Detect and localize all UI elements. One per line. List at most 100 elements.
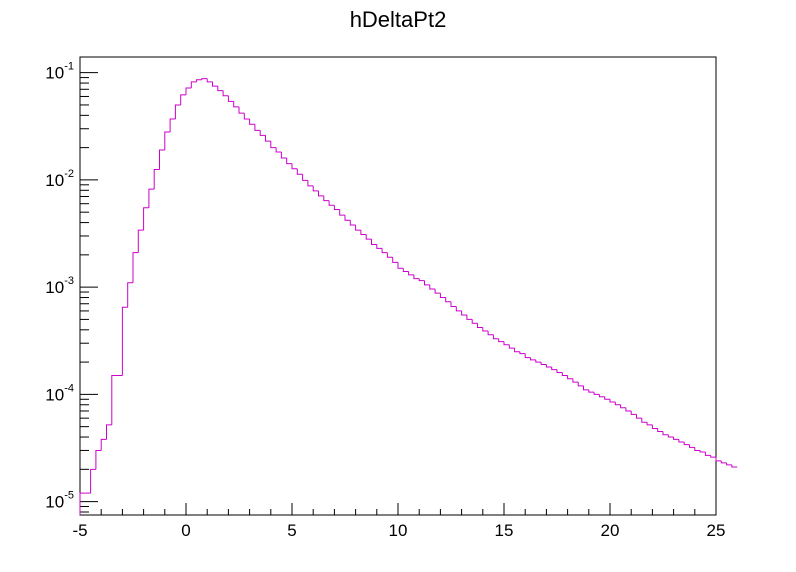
histogram-bin bbox=[625, 407, 632, 412]
histogram-bin bbox=[445, 297, 451, 303]
histogram-bin bbox=[540, 362, 547, 365]
histogram-bin bbox=[397, 262, 404, 269]
histogram-bin bbox=[524, 353, 531, 359]
histogram-bin bbox=[667, 434, 674, 438]
histogram-bin bbox=[371, 239, 377, 245]
histogram-bin bbox=[514, 348, 520, 353]
histogram-bin bbox=[233, 101, 239, 108]
histogram-bin bbox=[556, 369, 563, 373]
y-axis: 10-5 10-4 10-3 10-2 10-1 bbox=[45, 61, 98, 513]
histogram-bin bbox=[551, 366, 557, 371]
histogram-bin bbox=[662, 431, 669, 436]
histogram-bin bbox=[243, 113, 250, 120]
histogram-bin bbox=[169, 118, 176, 132]
histogram-bin bbox=[731, 464, 738, 468]
histogram-bin bbox=[715, 457, 722, 462]
histogram-bin bbox=[206, 78, 213, 83]
histogram-bin bbox=[365, 234, 372, 240]
chart-title: hDeltaPt2 bbox=[350, 7, 447, 32]
histogram-bin bbox=[307, 180, 314, 187]
histogram-bin bbox=[312, 185, 319, 192]
histogram-bin bbox=[121, 306, 128, 376]
histogram-bin bbox=[265, 135, 271, 142]
histogram-bin bbox=[333, 205, 340, 210]
histogram-bin bbox=[572, 378, 579, 383]
histogram-bin bbox=[164, 131, 171, 151]
histogram-bin bbox=[328, 200, 335, 206]
histogram-bin bbox=[153, 169, 160, 190]
histogram-bin bbox=[545, 364, 552, 368]
y-tick-label: 10-4 bbox=[45, 382, 74, 404]
histogram-bin bbox=[503, 341, 510, 346]
x-tick-label: 25 bbox=[707, 521, 726, 540]
histogram-bin bbox=[508, 344, 515, 349]
histogram-bin bbox=[651, 424, 658, 430]
histogram-bin bbox=[392, 257, 398, 263]
histogram-bin bbox=[376, 244, 383, 249]
histogram-series bbox=[79, 78, 738, 515]
histogram-bin bbox=[280, 152, 287, 159]
histogram-bin bbox=[471, 319, 478, 324]
histogram-bin bbox=[630, 410, 637, 415]
histogram-bin bbox=[577, 382, 584, 387]
histogram-bin bbox=[360, 230, 367, 235]
y-tick-label: 10-2 bbox=[45, 168, 74, 190]
histogram-bin bbox=[657, 428, 663, 433]
histogram-bin bbox=[275, 147, 282, 153]
y-tick-label: 10-1 bbox=[45, 61, 74, 83]
histogram-bin bbox=[498, 338, 504, 343]
histogram-bin bbox=[381, 248, 388, 254]
histogram-bin bbox=[683, 441, 690, 446]
histogram-bin bbox=[249, 118, 255, 125]
histogram-bin bbox=[535, 359, 542, 363]
histogram-bin bbox=[455, 306, 462, 312]
histogram-bin bbox=[583, 385, 589, 391]
x-tick-label: 15 bbox=[495, 521, 514, 540]
histogram-bin bbox=[180, 94, 186, 105]
histogram-bin bbox=[111, 374, 118, 425]
histogram-bin bbox=[413, 274, 420, 280]
histogram-bin bbox=[567, 375, 573, 380]
x-tick-label: 5 bbox=[287, 521, 296, 540]
histogram-bin bbox=[614, 401, 621, 406]
histogram-bin bbox=[694, 447, 701, 451]
y-tick-label: 10-3 bbox=[45, 275, 74, 297]
histogram-bin bbox=[148, 188, 155, 208]
histogram-bin bbox=[227, 95, 234, 102]
histogram-bin bbox=[286, 158, 292, 165]
histogram-bin bbox=[222, 90, 229, 97]
histogram-bin bbox=[79, 492, 86, 515]
histogram-bin bbox=[291, 163, 298, 170]
histogram-bin bbox=[254, 124, 261, 131]
histogram-bin bbox=[424, 280, 430, 286]
histogram-bin bbox=[604, 396, 610, 400]
histogram-bin bbox=[439, 293, 446, 299]
histogram-bin bbox=[143, 207, 149, 231]
histogram-bin bbox=[90, 468, 96, 494]
histogram-bin bbox=[673, 437, 679, 440]
histogram-bin bbox=[561, 372, 568, 376]
histogram-bin bbox=[408, 271, 414, 276]
histogram-bin bbox=[477, 323, 483, 329]
x-tick-label: 10 bbox=[389, 521, 408, 540]
histogram-bin bbox=[159, 149, 165, 170]
histogram-bin bbox=[704, 452, 711, 456]
histogram-bin bbox=[482, 327, 489, 332]
histogram-bin bbox=[259, 130, 266, 136]
histogram-bin bbox=[710, 455, 716, 458]
histogram-bin bbox=[100, 438, 107, 451]
histogram-bin bbox=[450, 301, 457, 307]
histogram-bin bbox=[270, 141, 277, 149]
histogram-bin bbox=[106, 424, 112, 440]
histogram-bin bbox=[609, 399, 616, 403]
histogram-bin bbox=[689, 444, 695, 448]
histogram-bin bbox=[296, 168, 303, 175]
histogram-bin bbox=[434, 289, 441, 294]
histogram-bin bbox=[641, 418, 648, 423]
plot-frame bbox=[79, 56, 717, 516]
histogram-bin bbox=[487, 330, 494, 336]
histogram-bin bbox=[620, 404, 626, 409]
histogram-bin bbox=[95, 449, 102, 470]
histogram-bin bbox=[519, 351, 526, 355]
